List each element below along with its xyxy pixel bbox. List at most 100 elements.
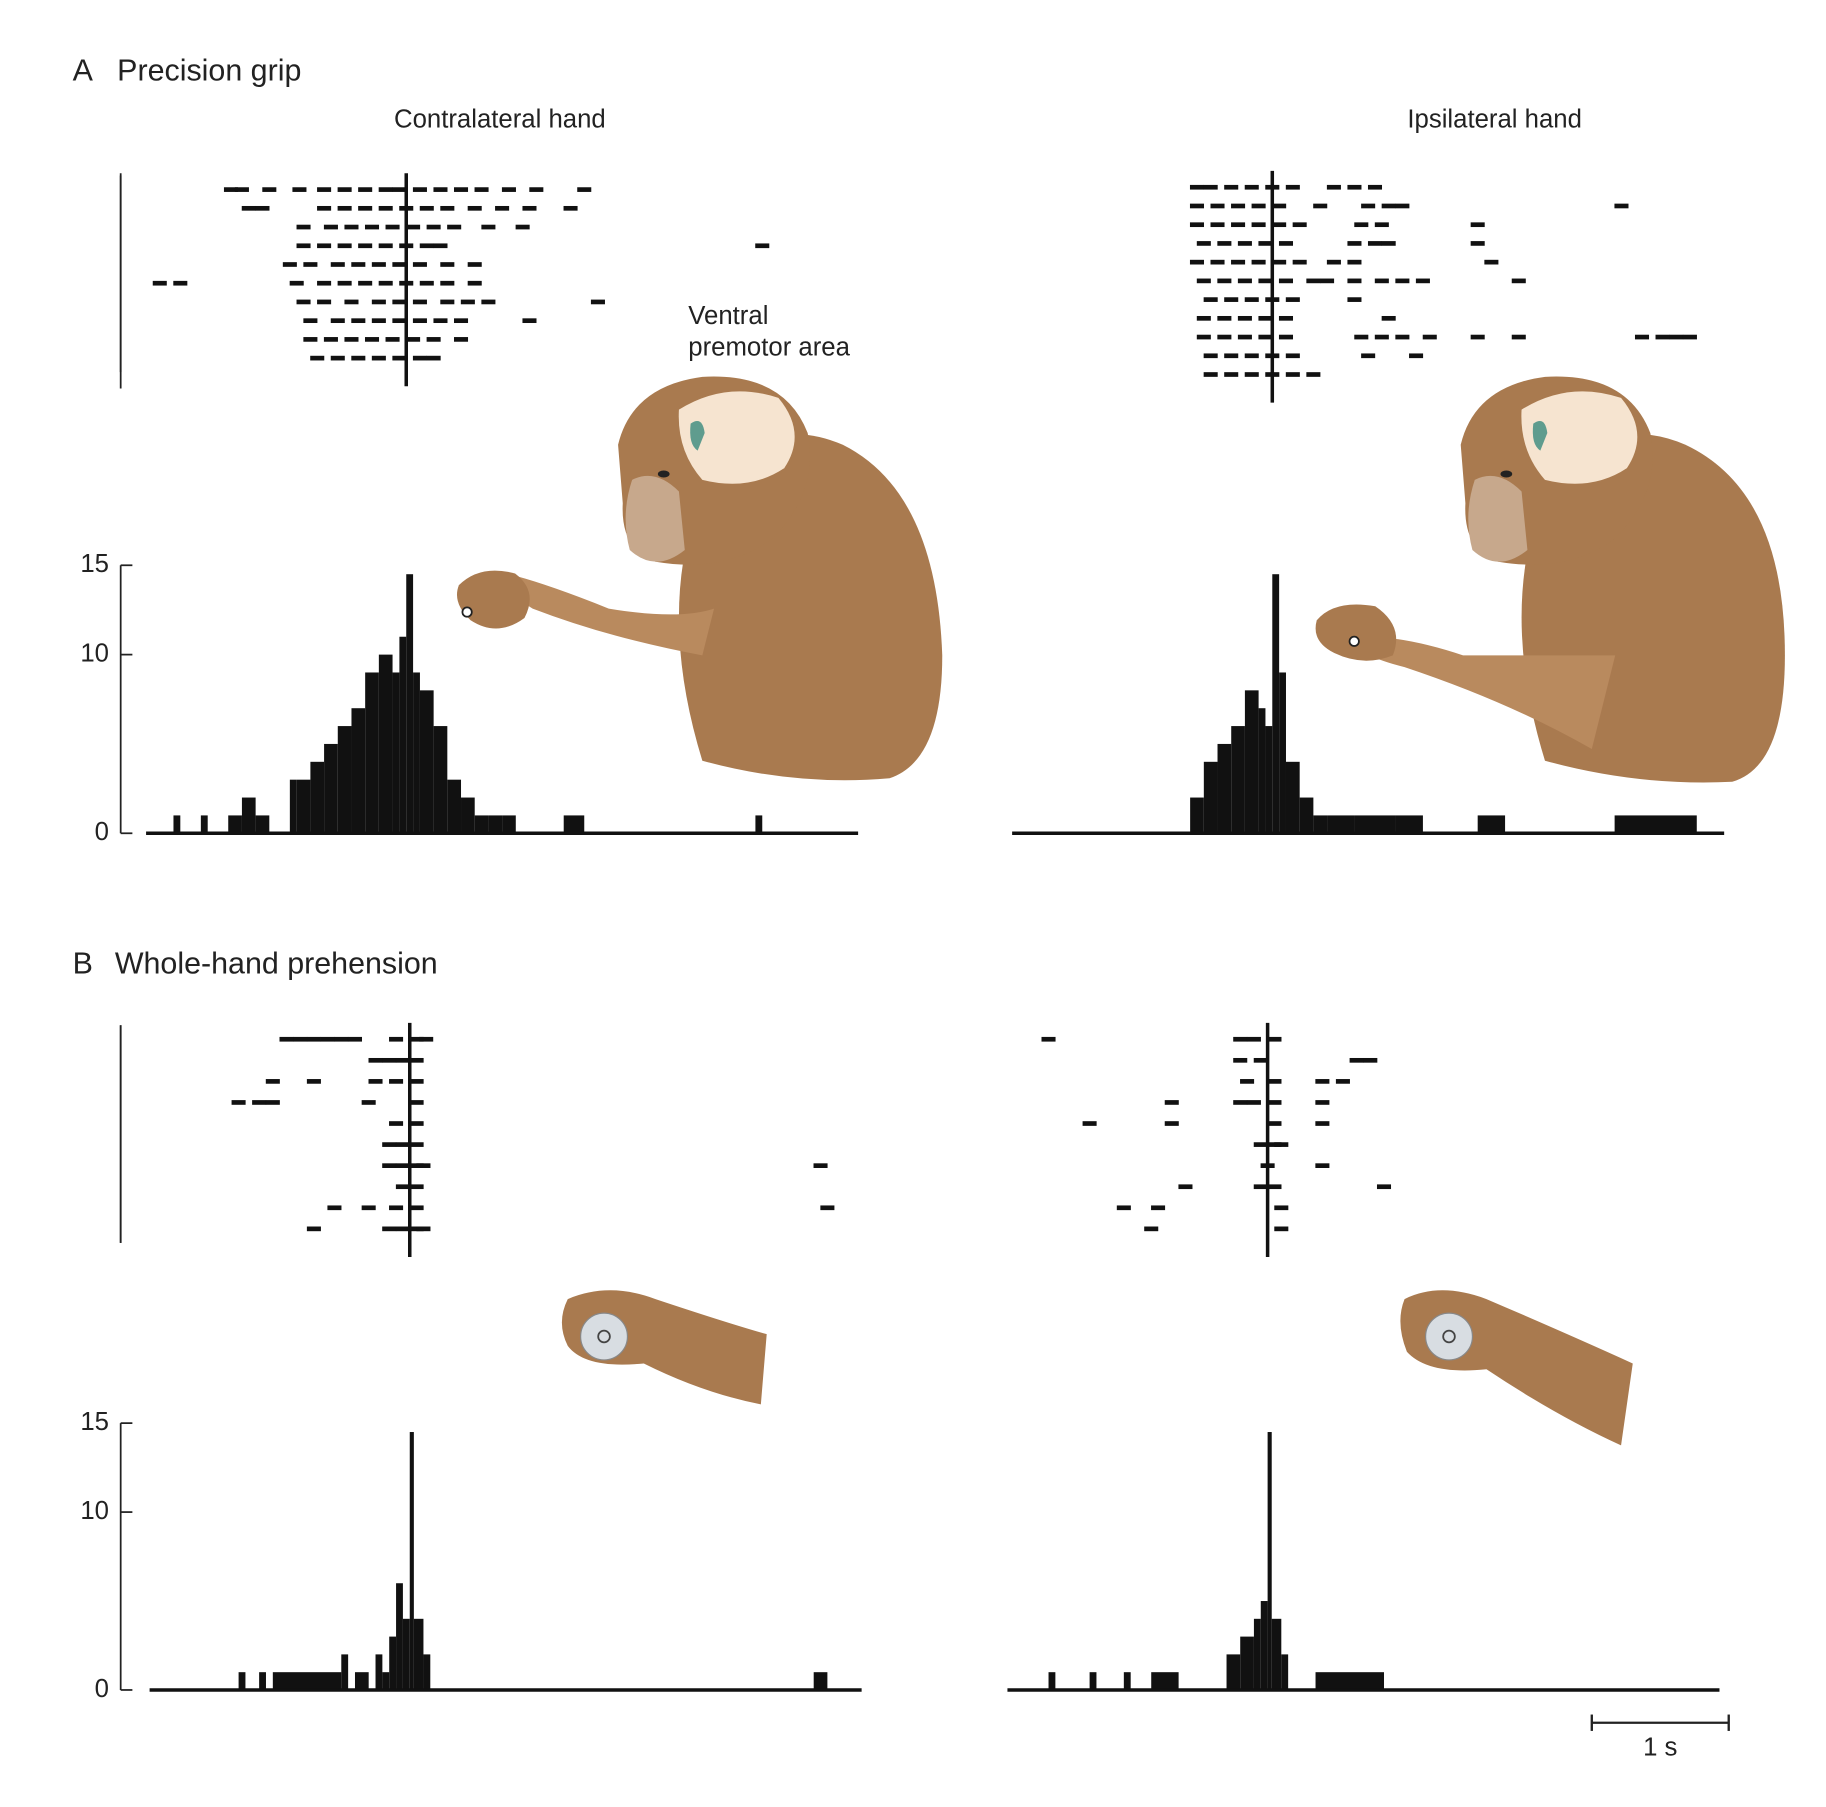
spike: [1682, 334, 1697, 340]
spike: [1265, 353, 1280, 359]
histogram-bar: [1281, 1654, 1289, 1690]
spike: [389, 1205, 404, 1211]
spike: [385, 337, 400, 342]
spike: [306, 1226, 321, 1232]
histogram-bar: [296, 779, 311, 834]
spike: [1251, 222, 1266, 228]
histogram-bar: [1315, 1672, 1385, 1690]
histogram-bar: [1354, 815, 1396, 834]
histogram-bar: [228, 815, 242, 834]
histogram-bar: [1260, 1601, 1268, 1690]
spike: [1306, 278, 1321, 284]
spike: [152, 280, 167, 286]
spike: [1470, 241, 1485, 246]
spike: [1203, 297, 1218, 302]
spike: [1258, 315, 1273, 321]
spike: [395, 1142, 410, 1147]
spike: [409, 1079, 424, 1084]
spike: [1374, 222, 1389, 228]
spike: [1144, 1226, 1159, 1232]
spike: [1116, 1205, 1131, 1211]
spike: [378, 280, 393, 286]
spike: [317, 187, 332, 192]
spike: [529, 187, 544, 192]
histogram-bar: [409, 1432, 414, 1690]
histogram-bar: [1226, 1654, 1241, 1690]
spike: [351, 355, 366, 361]
histogram-bar: [461, 797, 475, 834]
histogram-bar: [755, 815, 763, 834]
spike: [1267, 1121, 1282, 1126]
spike: [1395, 203, 1410, 209]
histogram-bar: [433, 726, 448, 834]
spike: [1151, 1205, 1166, 1211]
spike: [1258, 278, 1273, 284]
scale-bar-label: 1 s: [1643, 1733, 1677, 1761]
histogram-bar: [1313, 815, 1328, 834]
spike: [406, 337, 421, 342]
histogram-bar: [351, 708, 366, 834]
spike: [1210, 203, 1225, 209]
histogram-bar: [1327, 815, 1355, 834]
spike: [1189, 222, 1205, 228]
spike: [1415, 278, 1430, 284]
histogram-bar: [474, 815, 489, 834]
histogram-bar: [389, 1636, 397, 1690]
spike: [279, 1036, 294, 1042]
histogram-bar: [1271, 1618, 1282, 1690]
histogram-bar: [419, 690, 434, 834]
histogram-bar: [354, 1672, 369, 1690]
spike: [1203, 372, 1218, 377]
spike: [409, 1121, 424, 1126]
histogram-bar: [447, 779, 462, 834]
spike: [323, 224, 338, 230]
spike: [412, 318, 427, 324]
spike: [416, 1226, 431, 1232]
annotation: Ventral: [688, 302, 768, 330]
spike: [368, 1057, 383, 1063]
spike: [467, 280, 482, 286]
spike: [392, 318, 407, 324]
spike: [1260, 1163, 1275, 1168]
spike: [453, 337, 469, 342]
spike: [1224, 353, 1239, 359]
spike: [755, 243, 770, 249]
histogram-bar: [502, 815, 516, 834]
spike: [1484, 259, 1499, 265]
histogram-bar: [1244, 690, 1259, 834]
histogram-bar: [423, 1654, 431, 1690]
spike: [1246, 1036, 1261, 1042]
spike: [467, 262, 482, 267]
monkey-illustration: [1315, 376, 1785, 783]
spike: [1233, 1100, 1248, 1105]
spike: [337, 205, 352, 211]
spike: [1178, 1184, 1193, 1190]
spike: [1253, 1142, 1268, 1147]
spike: [1272, 259, 1287, 265]
histogram-bar: [255, 815, 270, 834]
spike: [1278, 315, 1294, 321]
spike: [334, 1036, 349, 1042]
histogram-bar: [1395, 815, 1423, 834]
spike: [1164, 1121, 1179, 1126]
spike: [433, 318, 448, 324]
spike: [389, 1036, 404, 1042]
histogram-bar: [1089, 1672, 1097, 1690]
spike: [223, 187, 238, 192]
spike: [1315, 1163, 1330, 1168]
spike: [563, 205, 578, 211]
spike: [1267, 1184, 1282, 1190]
spike: [327, 1205, 342, 1211]
spike: [1237, 334, 1252, 340]
spike: [419, 1036, 434, 1042]
histogram-bar: [413, 1618, 424, 1690]
spike: [392, 262, 407, 267]
spike: [1367, 184, 1383, 190]
spike: [1189, 203, 1205, 209]
spike: [412, 355, 427, 361]
spike: [406, 224, 421, 230]
spike: [1244, 297, 1259, 302]
spike: [293, 1036, 308, 1042]
panel-label: B: [73, 947, 93, 981]
spike: [310, 355, 325, 361]
